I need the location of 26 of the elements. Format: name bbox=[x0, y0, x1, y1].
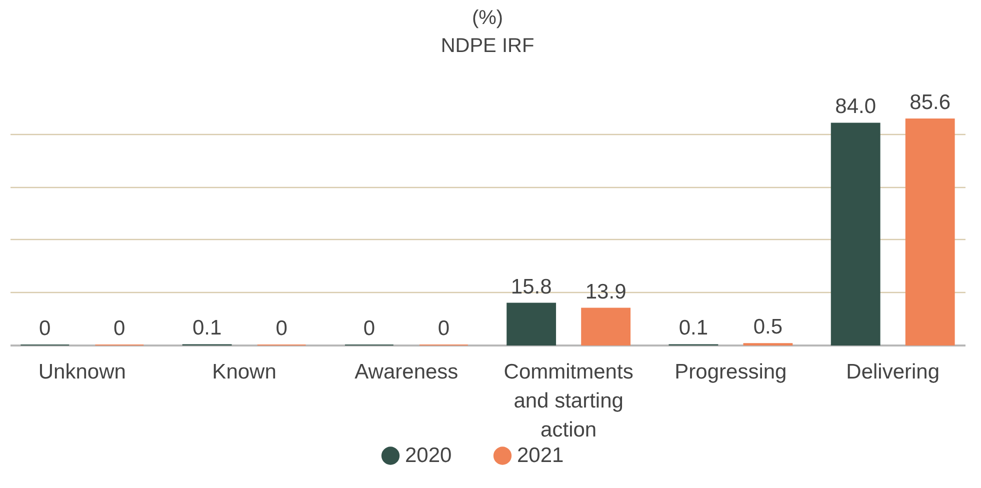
data-label: 0.1 bbox=[192, 316, 222, 340]
data-label: 85.6 bbox=[910, 91, 951, 114]
x-tick-label: Commitments and starting action bbox=[504, 360, 634, 442]
data-label: 0 bbox=[39, 317, 51, 340]
x-tick-label: Awareness bbox=[354, 360, 458, 384]
x-tick-label: Delivering bbox=[846, 360, 940, 384]
bar bbox=[581, 308, 631, 346]
x-tick-label: Known bbox=[212, 360, 276, 384]
data-label: 0.5 bbox=[753, 316, 783, 339]
data-label: 0 bbox=[114, 317, 126, 340]
legend-label: 2021 bbox=[517, 444, 564, 467]
bar bbox=[905, 118, 955, 346]
chart-subtitle: NDPE IRF bbox=[440, 35, 534, 57]
data-label: 0 bbox=[276, 317, 288, 340]
x-tick-label: Unknown bbox=[38, 360, 126, 384]
data-label: 13.9 bbox=[585, 280, 626, 304]
data-label: 0 bbox=[438, 317, 450, 340]
chart-title: (%) bbox=[472, 7, 504, 29]
data-label: 84.0 bbox=[835, 95, 876, 118]
x-tick-label: Progressing bbox=[674, 360, 787, 384]
bar bbox=[830, 122, 880, 346]
bar bbox=[506, 302, 556, 346]
data-label: 0.1 bbox=[678, 316, 708, 340]
legend-label: 2020 bbox=[405, 444, 452, 467]
data-label: 15.8 bbox=[510, 275, 552, 298]
data-label: 0 bbox=[363, 317, 376, 340]
